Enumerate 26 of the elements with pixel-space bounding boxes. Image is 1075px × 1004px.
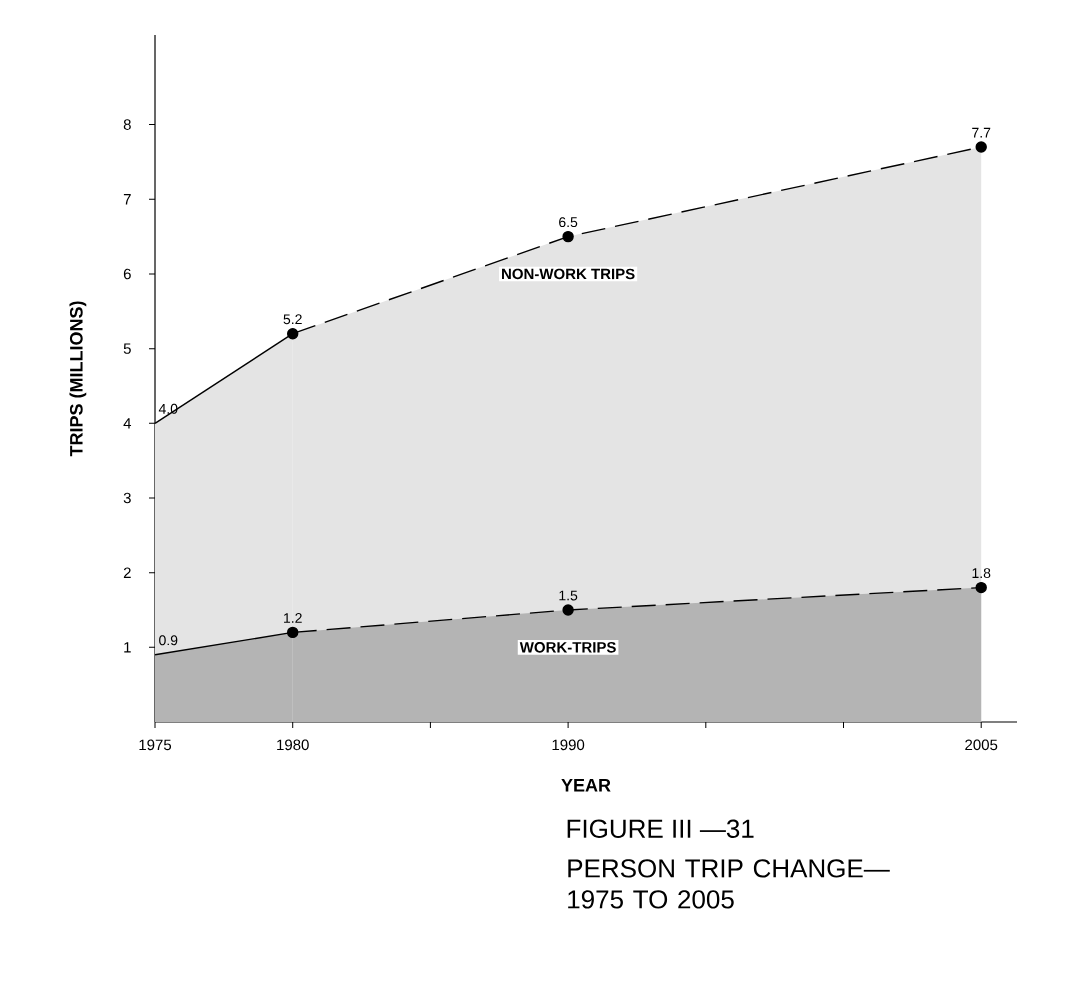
y-tick-label: 2 [123, 567, 131, 578]
data-label: 0.9 [159, 635, 178, 646]
series-label: WORK-TRIPS [519, 642, 616, 653]
series-label: NON-WORK TRIPS [502, 268, 635, 280]
data-label: 1.8 [972, 568, 991, 579]
data-label: 6.5 [559, 217, 578, 228]
y-tick-label: 1 [124, 642, 131, 653]
y-tick-label: 3 [123, 492, 131, 504]
y-tick-label: 6 [123, 268, 131, 280]
data-label: 1.5 [559, 590, 578, 601]
y-tick-label: 7 [123, 194, 131, 205]
x-tick-label: 1975 [139, 739, 172, 751]
text: FIGURE III —31 [567, 819, 754, 838]
text: PERSON TRIP CHANGE— 1975 TO 2005 [568, 859, 890, 909]
x-tick-label: 1980 [277, 739, 309, 751]
data-label: 1.2 [284, 613, 302, 623]
x-tick-label: 2005 [965, 739, 998, 751]
y-axis-title: TRIPS (MILLIONS) [69, 301, 87, 457]
y-tick-label: 8 [123, 119, 131, 130]
x-tick-label: 1990 [552, 739, 585, 751]
x-axis-title: YEAR [561, 779, 611, 792]
y-tick-label: 4 [123, 418, 132, 429]
y-tick-label: 5 [123, 343, 131, 354]
data-label: 7.7 [972, 127, 991, 138]
data-label: 5.2 [283, 314, 302, 325]
data-label: 4.0 [158, 403, 178, 414]
